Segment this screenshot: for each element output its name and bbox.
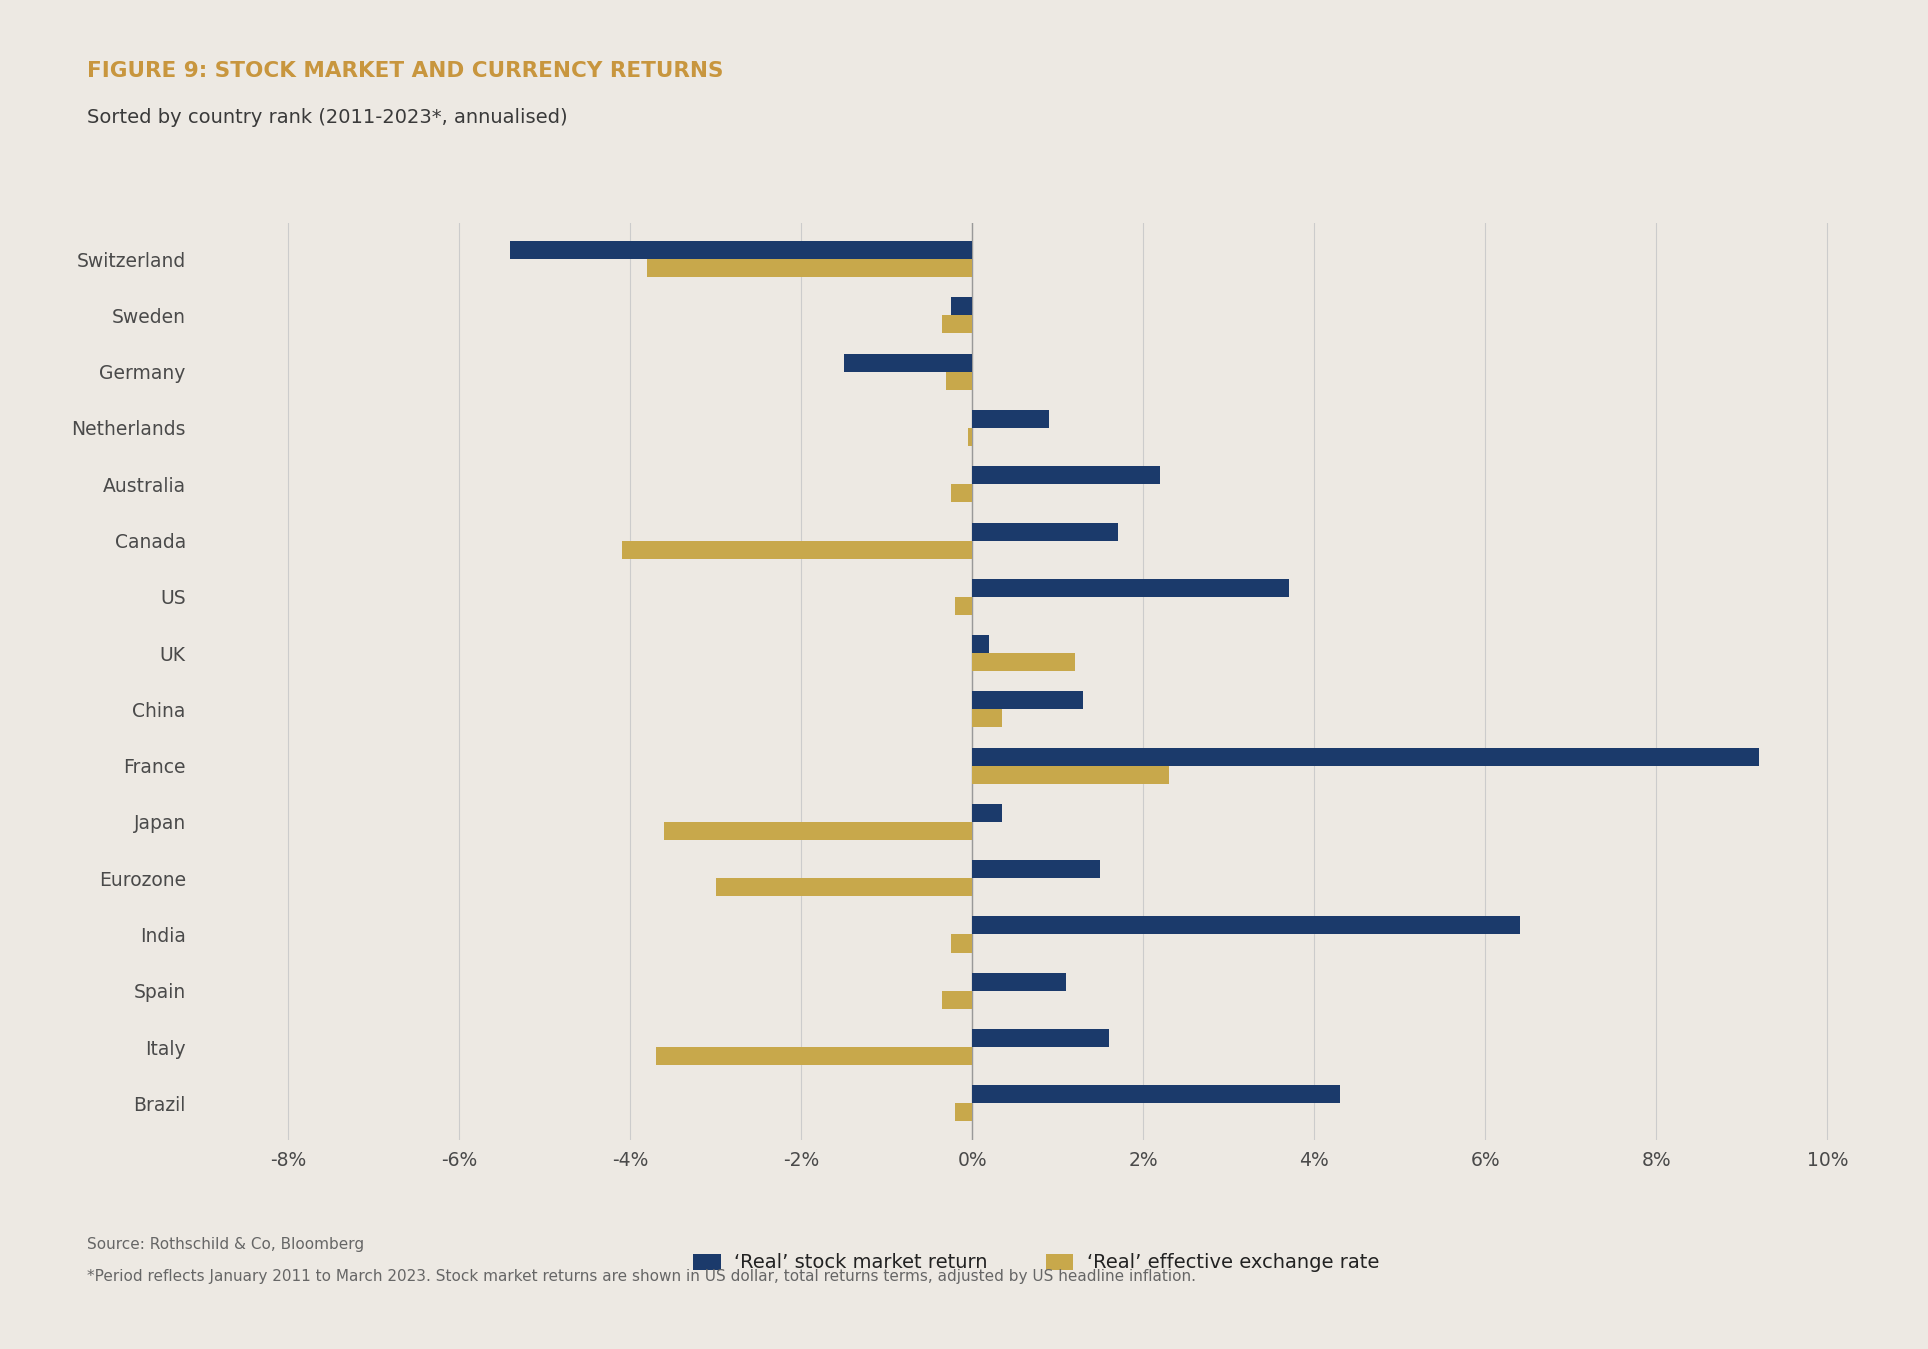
- Bar: [972, 579, 1288, 596]
- Bar: [972, 804, 1003, 822]
- Bar: [715, 878, 972, 896]
- Bar: [511, 241, 972, 259]
- Bar: [648, 259, 972, 277]
- Bar: [972, 861, 1101, 878]
- Bar: [972, 747, 1758, 766]
- Bar: [951, 484, 972, 502]
- Bar: [972, 410, 1049, 428]
- Bar: [968, 428, 972, 447]
- Bar: [972, 766, 1168, 784]
- Bar: [972, 1029, 1109, 1047]
- Bar: [665, 822, 972, 840]
- Bar: [954, 596, 972, 615]
- Bar: [951, 297, 972, 316]
- Bar: [972, 522, 1118, 541]
- Legend: ‘Real’ stock market return, ‘Real’ effective exchange rate: ‘Real’ stock market return, ‘Real’ effec…: [694, 1253, 1379, 1272]
- Bar: [972, 710, 1003, 727]
- Text: FIGURE 9: STOCK MARKET AND CURRENCY RETURNS: FIGURE 9: STOCK MARKET AND CURRENCY RETU…: [87, 61, 723, 81]
- Bar: [972, 1086, 1340, 1103]
- Bar: [972, 973, 1066, 990]
- Text: Source: Rothschild & Co, Bloomberg: Source: Rothschild & Co, Bloomberg: [87, 1237, 364, 1252]
- Bar: [943, 316, 972, 333]
- Bar: [954, 1103, 972, 1121]
- Text: Sorted by country rank (2011-2023*, annualised): Sorted by country rank (2011-2023*, annu…: [87, 108, 567, 127]
- Bar: [656, 1047, 972, 1066]
- Bar: [972, 653, 1074, 670]
- Bar: [947, 372, 972, 390]
- Bar: [621, 541, 972, 558]
- Bar: [972, 692, 1084, 710]
- Text: *Period reflects January 2011 to March 2023. Stock market returns are shown in U: *Period reflects January 2011 to March 2…: [87, 1269, 1195, 1284]
- Bar: [844, 353, 972, 372]
- Bar: [972, 467, 1161, 484]
- Bar: [943, 990, 972, 1009]
- Bar: [951, 935, 972, 952]
- Bar: [972, 635, 989, 653]
- Bar: [972, 916, 1519, 935]
